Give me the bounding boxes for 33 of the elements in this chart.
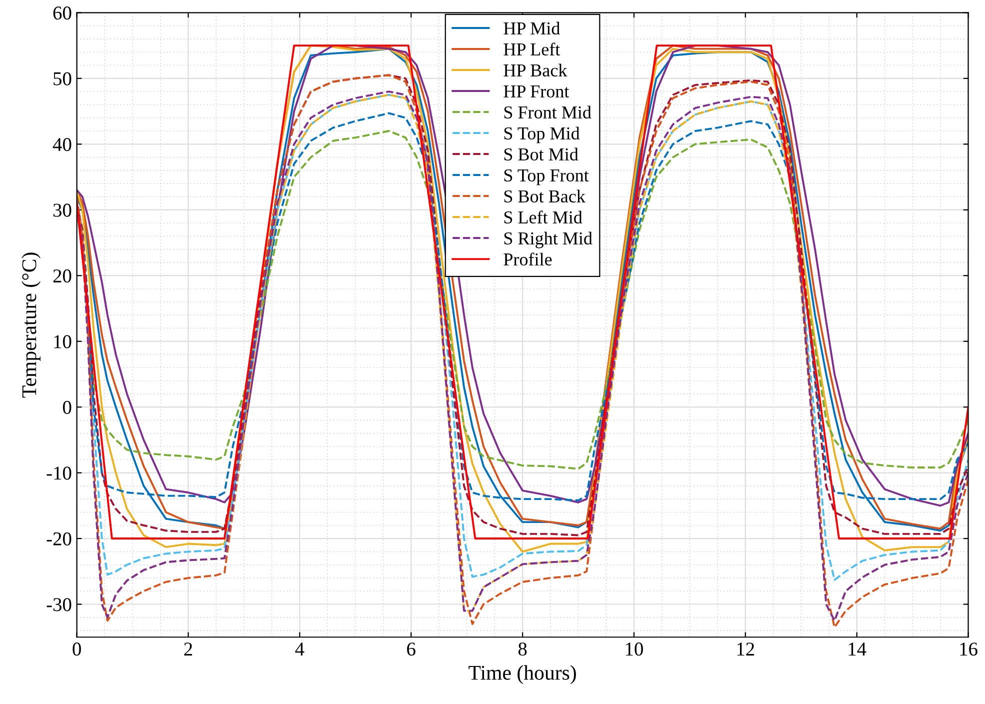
x-tick-label: 8 [518,642,527,656]
y-tick-label: 20 [53,269,72,283]
legend-label: S Front Mid [504,106,592,119]
legend-label: S Bot Mid [504,148,578,161]
x-tick-label: 14 [848,642,866,656]
y-axis-title: Temperature (°C) [22,252,40,398]
y-tick-label: -30 [46,598,72,612]
legend-label: S Bot Back [504,190,586,202]
legend-label: S Right Mid [504,232,592,248]
y-tick-label: -10 [46,466,72,480]
y-tick-label: 0 [62,400,72,414]
y-tick-label: 60 [53,6,72,20]
x-tick-label: 16 [960,642,978,656]
legend-label: S Top Mid [504,126,580,144]
legend-label: S Top Front [504,169,589,186]
x-axis-title: Time (hours) [468,665,576,684]
y-tick-label: 10 [54,335,72,348]
x-tick-label: 6 [407,642,416,656]
legend-label: HP Back [504,64,568,77]
legend-label: HP Front [504,86,570,98]
x-tick-label: 10 [626,642,643,656]
x-tick-label: 4 [295,642,304,656]
y-tick-label: 30 [53,204,72,217]
legend-label: Profile [504,252,552,266]
legend-label: S Left Mid [504,210,582,224]
x-tick-label: 2 [184,642,192,656]
legend-label: HP Mid [504,22,560,35]
legend-label: HP Left [504,42,560,56]
x-tick-label: 0 [72,642,81,656]
y-tick-label: -20 [46,532,72,546]
x-tick-label: 12 [737,642,754,656]
y-tick-label: 50 [54,72,72,86]
y-tick-label: 40 [52,138,72,152]
